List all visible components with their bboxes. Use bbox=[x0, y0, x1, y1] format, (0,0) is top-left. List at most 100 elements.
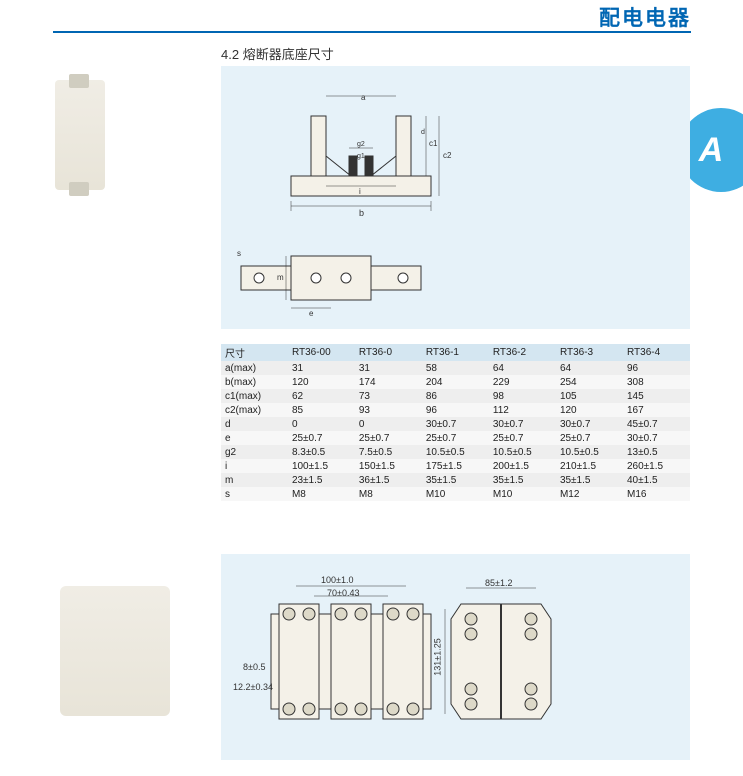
table-cell: 112 bbox=[489, 403, 556, 417]
dim-hole-h: 12.2±0.34 bbox=[233, 682, 273, 692]
table-cell: 167 bbox=[623, 403, 690, 417]
table-cell: s bbox=[221, 487, 288, 501]
section-tab-letter: A bbox=[699, 131, 724, 170]
header-rule bbox=[53, 31, 691, 33]
table-cell: i bbox=[221, 459, 288, 473]
table-cell: 93 bbox=[355, 403, 422, 417]
front-elevation-drawing: b i g2 g1 c2 c1 a d bbox=[261, 86, 461, 236]
table-row: i100±1.5150±1.5175±1.5200±1.5210±1.5260±… bbox=[221, 459, 690, 473]
table-cell: 35±1.5 bbox=[489, 473, 556, 487]
top-view-drawing: s e m bbox=[231, 238, 511, 318]
table-cell: M10 bbox=[489, 487, 556, 501]
table-cell: 8.3±0.5 bbox=[288, 445, 355, 459]
table-cell: 35±1.5 bbox=[556, 473, 623, 487]
table-header-cell: RT36-0 bbox=[355, 344, 422, 361]
table-cell: 25±0.7 bbox=[489, 431, 556, 445]
table-cell: 175±1.5 bbox=[422, 459, 489, 473]
table-cell: 31 bbox=[288, 361, 355, 375]
table-cell: 204 bbox=[422, 375, 489, 389]
table-cell: 260±1.5 bbox=[623, 459, 690, 473]
svg-text:m: m bbox=[277, 273, 284, 282]
table-cell: 31 bbox=[355, 361, 422, 375]
table-cell: 145 bbox=[623, 389, 690, 403]
table-cell: 64 bbox=[489, 361, 556, 375]
three-pole-side-drawing: 85±1.2 131±1.25 bbox=[441, 574, 571, 744]
table-cell: 25±0.7 bbox=[556, 431, 623, 445]
table-cell: 105 bbox=[556, 389, 623, 403]
svg-text:c2: c2 bbox=[443, 151, 452, 160]
table-cell: g2 bbox=[221, 445, 288, 459]
table-row: c2(max)859396112120167 bbox=[221, 403, 690, 417]
table-cell: 0 bbox=[355, 417, 422, 431]
table-cell: M8 bbox=[288, 487, 355, 501]
diagram-panel-2: 100±1.0 70±0.43 8±0.5 12.2±0.34 85±1.2 bbox=[221, 554, 690, 760]
svg-text:g2: g2 bbox=[357, 141, 365, 148]
table-cell: c2(max) bbox=[221, 403, 288, 417]
table-header-cell: RT36-2 bbox=[489, 344, 556, 361]
table-cell: 58 bbox=[422, 361, 489, 375]
table-cell: 10.5±0.5 bbox=[556, 445, 623, 459]
table-cell: 254 bbox=[556, 375, 623, 389]
table-cell: 25±0.7 bbox=[422, 431, 489, 445]
table-cell: 62 bbox=[288, 389, 355, 403]
table-cell: 229 bbox=[489, 375, 556, 389]
table-header-cell: RT36-3 bbox=[556, 344, 623, 361]
table-cell: 210±1.5 bbox=[556, 459, 623, 473]
table-row: d0030±0.730±0.730±0.745±0.7 bbox=[221, 417, 690, 431]
table-row: a(max)313158646496 bbox=[221, 361, 690, 375]
table-cell: 10.5±0.5 bbox=[489, 445, 556, 459]
svg-text:e: e bbox=[309, 309, 314, 318]
table-row: sM8M8M10M10M12M16 bbox=[221, 487, 690, 501]
table-cell: 308 bbox=[623, 375, 690, 389]
svg-text:c1: c1 bbox=[429, 139, 438, 148]
table-cell: 25±0.7 bbox=[355, 431, 422, 445]
table-header-cell: 尺寸 bbox=[221, 344, 288, 361]
table-cell: 23±1.5 bbox=[288, 473, 355, 487]
table-row: m23±1.536±1.535±1.535±1.535±1.540±1.5 bbox=[221, 473, 690, 487]
table-cell: a(max) bbox=[221, 361, 288, 375]
table-cell: c1(max) bbox=[221, 389, 288, 403]
table-cell: M8 bbox=[355, 487, 422, 501]
table-cell: 200±1.5 bbox=[489, 459, 556, 473]
diagram-panel-1: b i g2 g1 c2 c1 a d bbox=[221, 66, 690, 329]
table-row: e25±0.725±0.725±0.725±0.725±0.730±0.7 bbox=[221, 431, 690, 445]
section-number: 4.2 bbox=[221, 47, 239, 62]
section-title: 4.2 熔断器底座尺寸 bbox=[221, 44, 334, 63]
table-cell: 35±1.5 bbox=[422, 473, 489, 487]
table-header-cell: RT36-00 bbox=[288, 344, 355, 361]
table-row: b(max)120174204229254308 bbox=[221, 375, 690, 389]
table-cell: 40±1.5 bbox=[623, 473, 690, 487]
table-cell: 120 bbox=[288, 375, 355, 389]
svg-text:s: s bbox=[237, 249, 241, 258]
dim-hole-d: 8±0.5 bbox=[243, 662, 265, 672]
table-cell: 30±0.7 bbox=[556, 417, 623, 431]
svg-text:a: a bbox=[361, 93, 366, 102]
table-cell: 13±0.5 bbox=[623, 445, 690, 459]
table-cell: 96 bbox=[623, 361, 690, 375]
product-photo-2 bbox=[60, 586, 170, 716]
dim-side-w: 85±1.2 bbox=[485, 578, 512, 588]
table-cell: 45±0.7 bbox=[623, 417, 690, 431]
section-heading: 熔断器底座尺寸 bbox=[243, 47, 334, 62]
table-cell: 30±0.7 bbox=[623, 431, 690, 445]
table-cell: 30±0.7 bbox=[489, 417, 556, 431]
table-cell: e bbox=[221, 431, 288, 445]
table-cell: 96 bbox=[422, 403, 489, 417]
table-cell: M10 bbox=[422, 487, 489, 501]
table-cell: 0 bbox=[288, 417, 355, 431]
table-cell: 30±0.7 bbox=[422, 417, 489, 431]
table-cell: 174 bbox=[355, 375, 422, 389]
three-pole-front-drawing: 100±1.0 70±0.43 8±0.5 12.2±0.34 bbox=[261, 574, 441, 744]
table-cell: d bbox=[221, 417, 288, 431]
dim-side-h: 131±1.25 bbox=[433, 638, 443, 675]
svg-text:g1: g1 bbox=[357, 153, 365, 160]
table-cell: 36±1.5 bbox=[355, 473, 422, 487]
svg-text:d: d bbox=[421, 129, 425, 136]
table-cell: M12 bbox=[556, 487, 623, 501]
table-cell: 64 bbox=[556, 361, 623, 375]
table-cell: M16 bbox=[623, 487, 690, 501]
table-cell: 150±1.5 bbox=[355, 459, 422, 473]
dim-width-outer: 100±1.0 bbox=[321, 575, 353, 585]
table-row: g28.3±0.57.5±0.510.5±0.510.5±0.510.5±0.5… bbox=[221, 445, 690, 459]
table-cell: 86 bbox=[422, 389, 489, 403]
